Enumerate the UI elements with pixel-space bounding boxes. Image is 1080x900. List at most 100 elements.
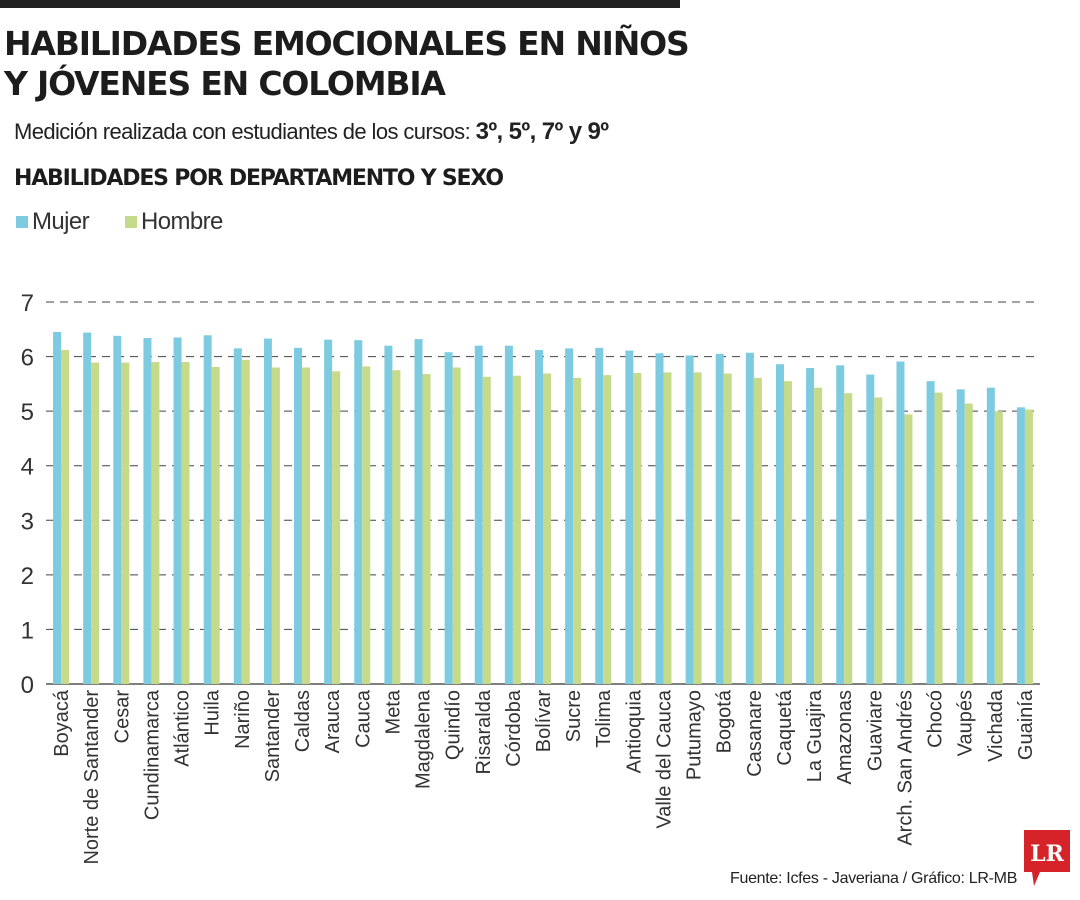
legend-item-hombre: Hombre xyxy=(125,208,223,236)
x-tick-label: La Guajira xyxy=(804,689,826,782)
bar-mujer xyxy=(1016,407,1025,684)
x-tick-label: Caldas xyxy=(292,690,314,752)
bar-hombre xyxy=(543,373,551,684)
y-tick-label: 7 xyxy=(21,290,34,317)
y-tick-label: 2 xyxy=(21,563,34,590)
x-tick-label: Meta xyxy=(382,689,404,734)
y-tick-label: 4 xyxy=(21,454,34,481)
bar-mujer xyxy=(354,340,363,684)
x-tick-label: Tolima xyxy=(593,689,615,748)
bar-hombre xyxy=(603,375,612,684)
x-tick-label: Bogotá xyxy=(714,689,736,753)
legend-label-hombre: Hombre xyxy=(141,208,223,235)
bar-mujer xyxy=(173,337,182,684)
title-line-1: HABILIDADES EMOCIONALES EN NIÑOS xyxy=(4,24,690,63)
subtitle-text: Medición realizada con estudiantes de lo… xyxy=(14,119,471,144)
bar-hombre xyxy=(693,372,702,684)
bar-mujer xyxy=(956,389,965,684)
x-tick-label: Cesar xyxy=(111,690,133,744)
bar-mujer xyxy=(474,345,483,684)
bar-chart: 0 1 2 3 4 5 6 7 Boyacá Norte de Santander Cesar Cun… xyxy=(21,290,1040,865)
bar-hombre xyxy=(874,397,883,684)
bar-mujer xyxy=(535,350,543,684)
x-tick-label: Santander xyxy=(262,690,284,783)
bar-mujer xyxy=(625,350,634,684)
bar-mujer xyxy=(444,352,453,684)
bar-hombre xyxy=(211,366,220,684)
x-tick-label: Atlántico xyxy=(172,690,194,767)
top-rule xyxy=(0,0,680,8)
bar-mujer xyxy=(986,387,995,684)
bar-hombre xyxy=(271,367,280,684)
bar-hombre xyxy=(512,375,521,684)
legend: Mujer Hombre xyxy=(16,208,223,236)
bar-hombre xyxy=(814,387,823,684)
x-tick-label: Vaupés xyxy=(955,690,977,756)
bar-hombre xyxy=(783,381,792,684)
x-tick-label: Bolívar xyxy=(533,690,555,753)
bar-hombre xyxy=(633,372,642,684)
section-title: HABILIDADES POR DEPARTAMENTO Y SEXO xyxy=(14,166,504,191)
x-tick-label: Norte de Santander xyxy=(81,690,103,865)
y-tick-label: 0 xyxy=(21,672,34,699)
bar-hombre xyxy=(91,362,100,684)
bar-hombre xyxy=(362,366,371,684)
bar-mujer xyxy=(113,335,122,684)
x-tick-label: Guainía xyxy=(1015,689,1037,760)
subtitle-grades: 3º, 5º, 7º y 9º xyxy=(475,118,609,145)
x-tick-label: Quindío xyxy=(443,690,465,760)
bar-mujer xyxy=(745,352,754,684)
lr-logo-shape xyxy=(1024,830,1070,886)
x-tick-label: Valle del Cauca xyxy=(653,689,675,828)
chart-subtitle: Medición realizada con estudiantes de lo… xyxy=(14,117,609,147)
bar-mujer xyxy=(324,339,333,684)
x-tick-label: Putumayo xyxy=(684,690,706,780)
bar-hombre xyxy=(422,374,431,684)
bar-mujer xyxy=(263,338,272,684)
x-tick-label: Amazonas xyxy=(834,690,856,785)
x-tick-label: Vichada xyxy=(985,689,1007,762)
bar-mujer xyxy=(775,364,784,684)
bar-mujer xyxy=(384,345,393,684)
bar-hombre xyxy=(452,367,461,684)
bar-hombre xyxy=(302,367,311,684)
bar-hombre xyxy=(482,376,491,684)
bar-hombre xyxy=(723,373,732,684)
x-tick-label: Arch. San Andrés xyxy=(894,690,916,846)
lr-logo: LR xyxy=(1024,830,1070,886)
bar-hombre xyxy=(663,372,672,684)
legend-item-mujer: Mujer xyxy=(16,208,90,236)
bar-mujer xyxy=(806,368,815,684)
bar-mujer xyxy=(896,361,905,684)
x-tick-label: Arauca xyxy=(322,689,344,753)
bar-mujer xyxy=(685,355,694,684)
bar-hombre xyxy=(241,359,250,684)
bar-mujer xyxy=(294,347,303,684)
bar-hombre xyxy=(753,377,762,684)
bar-mujer xyxy=(143,338,152,684)
x-tick-label: Sucre xyxy=(563,690,585,742)
bar-mujer xyxy=(926,381,935,684)
bar-mujer xyxy=(715,353,724,684)
chart-title: HABILIDADES EMOCIONALES EN NIÑOS Y JÓVEN… xyxy=(4,24,724,104)
bar-mujer xyxy=(53,332,62,684)
lr-logo-text: LR xyxy=(1030,841,1064,867)
x-tick-label: Guaviare xyxy=(864,690,886,771)
bar-mujer xyxy=(595,347,604,684)
x-tick-label: Casanare xyxy=(744,690,766,777)
x-tick-label: Boyacá xyxy=(51,689,73,757)
x-tick-label: Nariño xyxy=(232,690,254,749)
y-tick-label: 5 xyxy=(21,399,34,426)
x-tick-label: Chocó xyxy=(925,690,947,748)
bar-hombre xyxy=(1024,409,1033,684)
x-tick-label: Cundinamarca xyxy=(141,689,163,820)
source-note: Fuente: Icfes - Javeriana / Gráfico: LR-… xyxy=(730,870,1018,887)
bar-mujer xyxy=(655,353,664,684)
legend-swatch-hombre xyxy=(125,216,138,228)
bar-hombre xyxy=(573,377,582,684)
bar-mujer xyxy=(83,332,92,684)
legend-label-mujer: Mujer xyxy=(32,208,90,235)
bar-hombre xyxy=(964,403,973,684)
y-tick-label: 1 xyxy=(21,617,34,644)
bar-hombre xyxy=(121,362,130,684)
